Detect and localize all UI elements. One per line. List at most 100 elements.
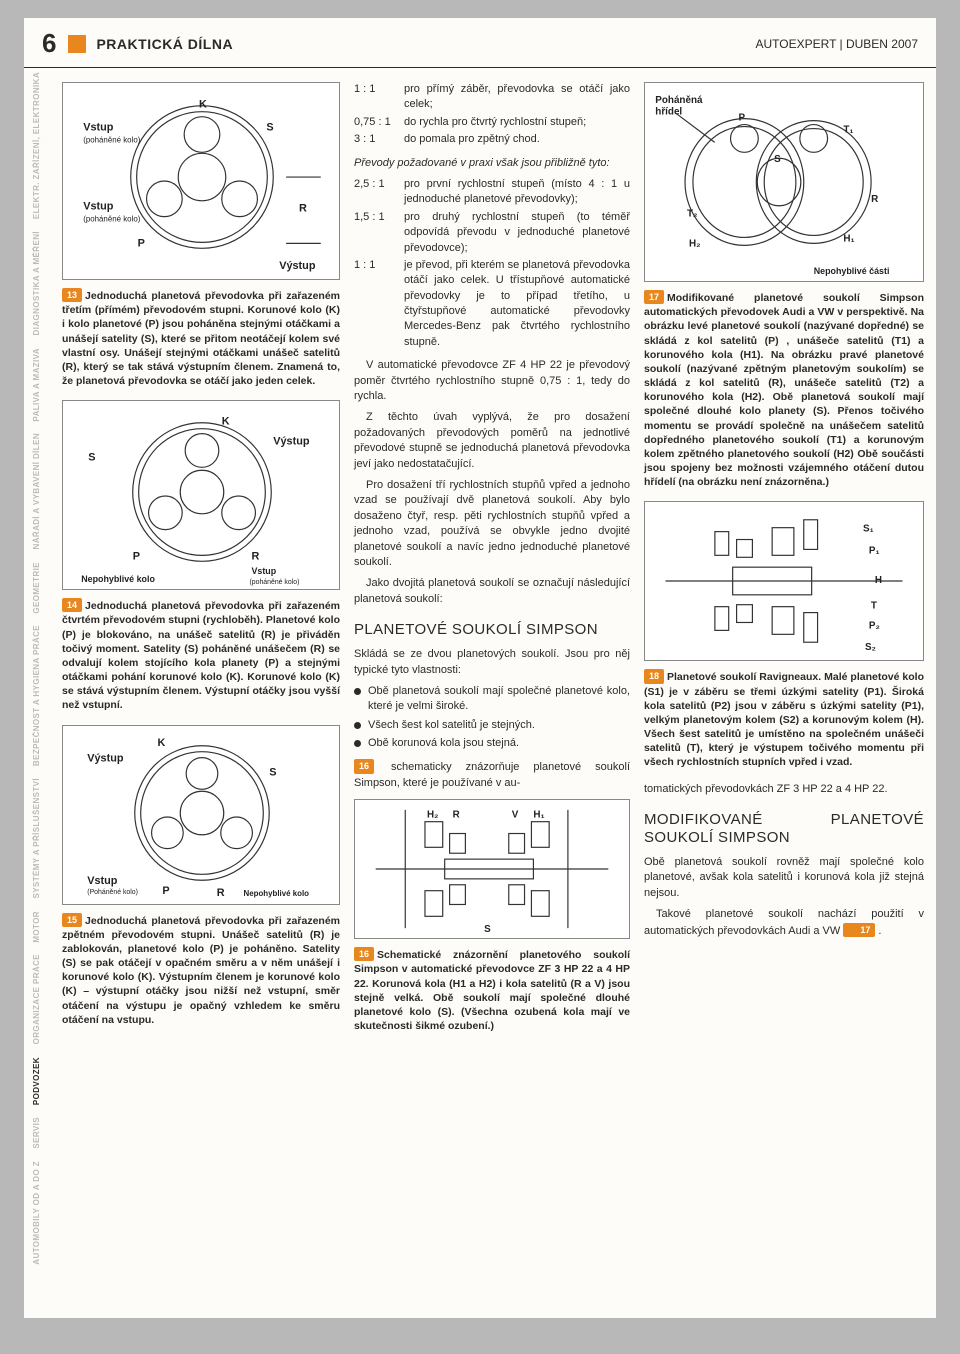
ratio-label: 2,5 : 1 (354, 177, 404, 208)
ratio-desc: pro druhý rychlostní stupeň (to téměř od… (404, 210, 630, 256)
caption-text: Jednoduchá planetová převodovka při zařa… (62, 290, 340, 387)
ratio-desc: pro přímý záběr, převodovka se otáčí jak… (404, 82, 630, 113)
body-text: tomatických převodovkách ZF 3 HP 22 a 4 … (644, 782, 924, 939)
ratio-list-1: 1 : 1pro přímý záběr, převodovka se otáč… (354, 82, 630, 148)
ratio-desc: do pomala pro zpětný chod. (404, 132, 630, 147)
svg-text:S₂: S₂ (865, 643, 876, 654)
caption-text: Schematické znázornění planetového souko… (354, 949, 630, 1032)
body-text: 1 : 1 pro přímý záběr, převodovka se otáč… (354, 82, 630, 1033)
page-header: 6 PRAKTICKÁ DÍLNA AUTOEXPERT | DUBEN 200… (24, 18, 936, 68)
svg-text:H₂: H₂ (427, 810, 438, 821)
caption-text: Jednoduchá planetová převodovka při zařa… (62, 915, 340, 1026)
svg-text:(poháněné kolo): (poháněné kolo) (83, 135, 141, 144)
svg-text:T₁: T₁ (843, 125, 853, 136)
column-left: Vstup (poháněné kolo) Vstup (poháněné ko… (62, 82, 340, 1045)
page-number: 6 (42, 28, 56, 59)
svg-text:H₂: H₂ (689, 238, 701, 249)
ratio-label: 1 : 1 (354, 258, 404, 350)
svg-text:(Poháněné kolo): (Poháněné kolo) (87, 889, 138, 896)
fig-num-badge: 16 (354, 759, 374, 774)
paragraph: Jako dvojitá planetová soukolí se označu… (354, 576, 630, 607)
caption-14: 14Jednoduchá planetová převodovka při za… (62, 598, 340, 712)
issue-title: AUTOEXPERT | DUBEN 2007 (755, 37, 918, 51)
svg-text:Výstup: Výstup (273, 436, 310, 448)
section-title: PRAKTICKÁ DÍLNA (96, 36, 755, 52)
svg-text:hřídel: hřídel (655, 107, 682, 118)
sidebar-nav: ELEKTR. ZAŘÍZENÍ, ELEKTRONIKA DIAGNOSTIK… (24, 66, 54, 1318)
text-span: . (878, 925, 881, 937)
fig-num-badge: 17 (843, 923, 875, 938)
svg-text:Vstup: Vstup (83, 201, 114, 213)
figure-14: S K Výstup P R Vstup (poháněné kolo) Nep… (62, 400, 340, 590)
svg-text:S: S (774, 154, 781, 165)
caption-16: 16Schematické znázornění planetového sou… (354, 947, 630, 1033)
column-middle: 1 : 1 pro přímý záběr, převodovka se otáč… (354, 82, 630, 1045)
ratio-label: 1,5 : 1 (354, 210, 404, 256)
fig-num-badge: 15 (62, 913, 82, 927)
caption-text: Planetové soukolí Ravigneaux. Malé plane… (644, 671, 924, 768)
figure-15: Výstup K S Vstup (Poháněné kolo) P R Nep… (62, 725, 340, 905)
fig-num-badge: 17 (644, 290, 664, 304)
svg-text:S: S (484, 924, 491, 935)
figure-17: Poháněná hřídel P S T₂ T₁ H₂ H₁ R Nepohy… (644, 82, 924, 282)
svg-text:(poháněné kolo): (poháněné kolo) (83, 215, 141, 224)
tail-paragraph: tomatických převodovkách ZF 3 HP 22 a 4 … (644, 782, 924, 797)
sidebar-item: GEOMETRIE (24, 556, 49, 620)
svg-text:Výstup: Výstup (87, 752, 124, 764)
svg-text:P: P (738, 113, 745, 124)
svg-text:S: S (266, 122, 273, 134)
bullet-item: Obě planetová soukolí mají společné plan… (354, 684, 630, 715)
svg-text:H₁: H₁ (533, 810, 544, 821)
transition-text: Převody požadované v praxi však jsou při… (354, 157, 610, 169)
sidebar-item: ELEKTR. ZAŘÍZENÍ, ELEKTRONIKA (24, 66, 49, 225)
svg-text:Nepohyblivé kolo: Nepohyblivé kolo (81, 574, 155, 584)
paragraph: V automatické převodovce ZF 4 HP 22 je p… (354, 358, 630, 404)
column-right: Poháněná hřídel P S T₂ T₁ H₂ H₁ R Nepohy… (644, 82, 924, 1045)
paragraph: Takové planetové soukolí nachází použití… (644, 907, 924, 939)
svg-text:Výstup: Výstup (279, 260, 316, 272)
svg-text:S: S (269, 766, 276, 778)
ratio-desc: pro první rychlostní stupeň (místo 4 : 1… (404, 177, 630, 208)
caption-17: 17Modifikované planetové soukolí Simpson… (644, 290, 924, 489)
ratio-desc: je převod, při kterém se planetová převo… (404, 258, 630, 350)
svg-text:P₂: P₂ (869, 621, 880, 632)
text-span: Takové planetové soukolí nachází použití… (644, 908, 924, 936)
heading-mod-simpson: MODIFIKOVANÉ PLANETOVÉ SOUKOLÍ SIMPSON (644, 811, 924, 847)
svg-text:P: P (162, 885, 169, 897)
paragraph: Skládá se ze dvou planetových soukolí. J… (354, 647, 630, 678)
svg-text:R: R (453, 810, 460, 821)
sidebar-item-active: PODVOZEK (24, 1051, 49, 1111)
svg-text:P₁: P₁ (869, 546, 880, 557)
svg-text:R: R (251, 551, 259, 563)
svg-text:R: R (217, 887, 225, 899)
paragraph: 16 schematicky znázorňuje planetové souk… (354, 759, 630, 791)
bullet-list: Obě planetová soukolí mají společné plan… (354, 684, 630, 752)
bullet-item: Všech šest kol satelitů je stejných. (354, 718, 630, 733)
sidebar-item: SERVIS (24, 1111, 49, 1155)
svg-text:K: K (199, 99, 207, 111)
fig-num-badge: 16 (354, 947, 374, 961)
svg-text:Vstup: Vstup (87, 875, 118, 887)
paragraph: Z těchto úvah vyplývá, že pro dosažení p… (354, 410, 630, 472)
svg-text:R: R (299, 203, 307, 215)
bullet-item: Obě korunová kola jsou stejná. (354, 736, 630, 751)
ratio-desc: do rychla pro čtvrtý rychlostní stupeň; (404, 115, 630, 130)
inline-text: schematicky znázorňuje planetové soukolí… (354, 761, 630, 788)
ratio-label: 0,75 : 1 (354, 115, 404, 130)
fig-num-badge: 18 (644, 669, 664, 683)
svg-text:Poháněná: Poháněná (655, 95, 703, 106)
figure-16: H₂ R V H₁ S (354, 799, 630, 939)
figure-18: S₁ P₁ H T P₂ S₂ (644, 501, 924, 661)
sidebar-item: ORGANIZACE PRÁCE (24, 948, 49, 1050)
paragraph: Obě planetová soukolí rovněž mají společ… (644, 855, 924, 901)
svg-text:P: P (138, 237, 145, 249)
caption-text: Modifikované planetové soukolí Simpson a… (644, 292, 924, 488)
svg-text:R: R (871, 194, 878, 205)
ratio-list-2: 2,5 : 1pro první rychlostní stupeň (míst… (354, 177, 630, 350)
svg-text:S: S (88, 452, 95, 464)
caption-text: Jednoduchá planetová převodovka při zařa… (62, 600, 340, 711)
svg-text:Vstup: Vstup (83, 122, 114, 134)
sidebar-item: DIAGNOSTIKA A MĚŘENÍ (24, 225, 49, 341)
caption-18: 18Planetové soukolí Ravigneaux. Malé pla… (644, 669, 924, 769)
svg-text:T: T (871, 601, 877, 612)
